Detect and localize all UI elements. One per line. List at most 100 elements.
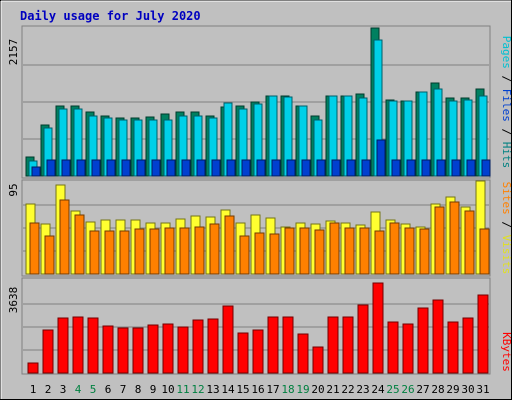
bar-pages-day-17 xyxy=(271,159,281,177)
bar-pages-day-29 xyxy=(451,159,461,177)
bar-sites-day-24 xyxy=(374,230,385,275)
bar-pages-day-7 xyxy=(121,159,131,177)
bar-sites-day-31 xyxy=(479,228,490,275)
bar-sites-day-20 xyxy=(314,229,325,275)
bar-kbytes-day-23 xyxy=(357,304,369,374)
panel-kbytes: 3638 KBytes xyxy=(7,277,512,375)
bar-kbytes-day-11 xyxy=(177,326,189,374)
bar-kbytes-day-9 xyxy=(147,324,159,374)
bar-kbytes-day-27 xyxy=(417,307,429,374)
x-tick-day-15: 15 xyxy=(236,383,249,396)
side-legend-part: / xyxy=(500,69,512,89)
bar-pages-day-23 xyxy=(361,159,371,177)
bar-kbytes-day-29 xyxy=(447,321,459,374)
chart-title: Daily usage for July 2020 xyxy=(20,9,201,23)
bar-sites-day-14 xyxy=(224,215,235,275)
bar-sites-day-16 xyxy=(254,232,265,275)
x-tick-day-22: 22 xyxy=(341,383,354,396)
side-legend-part: / xyxy=(500,122,512,142)
bar-pages-day-28 xyxy=(436,159,446,177)
bar-sites-day-9 xyxy=(149,228,160,275)
x-tick-day-16: 16 xyxy=(251,383,264,396)
bar-sites-day-10 xyxy=(164,227,175,275)
bar-kbytes-day-18 xyxy=(282,316,294,374)
bar-kbytes-day-6 xyxy=(102,325,114,374)
bar-pages-day-11 xyxy=(181,159,191,177)
bar-sites-day-22 xyxy=(344,227,355,275)
bar-sites-day-7 xyxy=(119,230,130,275)
bar-sites-day-1 xyxy=(29,222,40,275)
bars-kbytes xyxy=(27,282,489,374)
x-tick-day-9: 9 xyxy=(150,383,157,396)
bar-kbytes-day-21 xyxy=(327,316,339,374)
x-tick-day-20: 20 xyxy=(311,383,324,396)
bar-kbytes-day-17 xyxy=(267,316,279,374)
bar-kbytes-day-20 xyxy=(312,346,324,374)
bar-sites-day-27 xyxy=(419,228,430,275)
bar-kbytes-day-5 xyxy=(87,317,99,374)
panel-hits-files-pages: 2157 Pages / Files / Hits xyxy=(7,25,512,179)
x-tick-day-5: 5 xyxy=(90,383,97,396)
bar-sites-day-18 xyxy=(284,227,295,275)
bar-sites-day-25 xyxy=(389,222,400,275)
x-tick-day-25: 25 xyxy=(386,383,399,396)
bar-sites-day-3 xyxy=(59,199,70,275)
x-tick-day-18: 18 xyxy=(281,383,294,396)
bars-visits-sites xyxy=(25,180,490,275)
bar-kbytes-day-28 xyxy=(432,299,444,374)
side-legend-part: Visits xyxy=(500,235,512,275)
bar-kbytes-day-13 xyxy=(207,318,219,374)
bar-pages-day-16 xyxy=(256,159,266,177)
side-legend-part: / xyxy=(500,215,512,235)
bar-sites-day-29 xyxy=(449,201,460,275)
x-tick-day-24: 24 xyxy=(371,383,385,396)
bar-kbytes-day-12 xyxy=(192,319,204,374)
ymax-label-3: 3638 xyxy=(7,287,20,314)
bar-kbytes-day-14 xyxy=(222,305,234,374)
bar-pages-day-20 xyxy=(316,159,326,177)
bar-kbytes-day-15 xyxy=(237,332,249,374)
side-legend-3: KBytes xyxy=(500,332,512,372)
panel-visits-sites: 95 Sites / Visits xyxy=(7,179,512,277)
bar-pages-day-24 xyxy=(376,139,386,177)
x-tick-day-21: 21 xyxy=(326,383,339,396)
bar-sites-day-5 xyxy=(89,230,100,275)
side-legend-part: Files xyxy=(500,89,512,122)
bar-sites-day-11 xyxy=(179,227,190,275)
bars-hits-files-pages xyxy=(25,27,491,177)
bar-pages-day-4 xyxy=(76,159,86,177)
bar-kbytes-day-7 xyxy=(117,327,129,374)
x-tick-day-13: 13 xyxy=(206,383,219,396)
x-tick-day-11: 11 xyxy=(176,383,189,396)
x-tick-day-28: 28 xyxy=(431,383,444,396)
bar-sites-day-12 xyxy=(194,226,205,275)
bar-kbytes-day-19 xyxy=(297,333,309,374)
bar-pages-day-15 xyxy=(241,159,251,177)
x-tick-day-1: 1 xyxy=(30,383,37,396)
bar-pages-day-5 xyxy=(91,159,101,177)
bar-kbytes-day-8 xyxy=(132,327,144,374)
bar-pages-day-9 xyxy=(151,159,161,177)
bar-kbytes-day-26 xyxy=(402,323,414,374)
x-tick-day-4: 4 xyxy=(75,383,82,396)
bar-kbytes-day-10 xyxy=(162,323,174,374)
bar-pages-day-1 xyxy=(31,166,41,177)
x-axis-day-labels: 1 2 3 4 5 6 7 8 9 10 11 12 13 14 15 16 17 18 19 20 21 22 23 24 2… xyxy=(30,383,490,396)
bar-sites-day-6 xyxy=(104,230,115,275)
bar-sites-day-23 xyxy=(359,227,370,275)
bar-kbytes-day-22 xyxy=(342,316,354,374)
bar-pages-day-8 xyxy=(136,159,146,177)
bar-kbytes-day-25 xyxy=(387,321,399,374)
side-legend-part: KBytes xyxy=(500,332,512,372)
x-tick-day-29: 29 xyxy=(446,383,459,396)
bar-pages-day-12 xyxy=(196,159,206,177)
bar-kbytes-day-2 xyxy=(42,329,54,374)
x-tick-day-8: 8 xyxy=(135,383,142,396)
bar-sites-day-30 xyxy=(464,210,475,275)
x-tick-day-12: 12 xyxy=(191,383,204,396)
ymax-label-2: 95 xyxy=(7,183,20,196)
bar-pages-day-25 xyxy=(391,159,401,177)
side-legend-part: Sites xyxy=(500,182,512,215)
bar-pages-day-30 xyxy=(466,159,476,177)
bar-sites-day-26 xyxy=(404,227,415,275)
